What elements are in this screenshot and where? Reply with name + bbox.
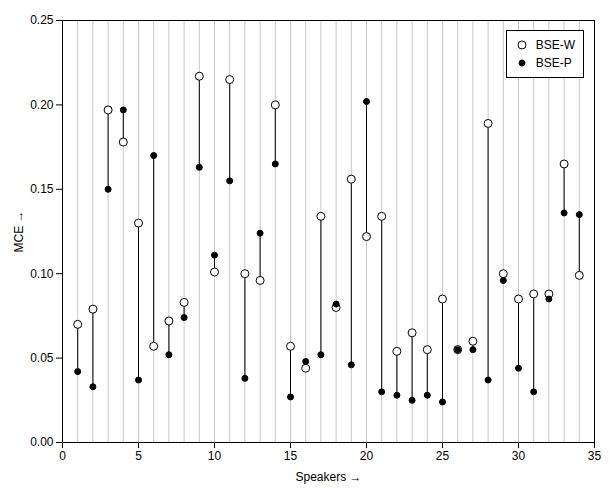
svg-text:0.20: 0.20 xyxy=(30,98,54,112)
svg-text:0.10: 0.10 xyxy=(30,267,54,281)
svg-text:25: 25 xyxy=(436,449,450,463)
html-text:BSE-P: BSE-P xyxy=(535,56,572,70)
svg-text:0.05: 0.05 xyxy=(30,351,54,365)
svg-text:35: 35 xyxy=(588,449,602,463)
html-text:BSE-W: BSE-W xyxy=(535,38,575,52)
svg-text:0.15: 0.15 xyxy=(30,182,54,196)
svg-text:0: 0 xyxy=(59,449,66,463)
svg-text:15: 15 xyxy=(284,449,298,463)
svg-text:MCE →: MCE → xyxy=(12,211,26,253)
svg-text:0.00: 0.00 xyxy=(30,435,54,449)
svg-text:20: 20 xyxy=(360,449,374,463)
svg-text:30: 30 xyxy=(512,449,526,463)
svg-text:0.25: 0.25 xyxy=(30,13,54,27)
svg-text:10: 10 xyxy=(208,449,222,463)
svg-text:5: 5 xyxy=(135,449,142,463)
svg-text:Speakers →: Speakers → xyxy=(295,470,361,484)
